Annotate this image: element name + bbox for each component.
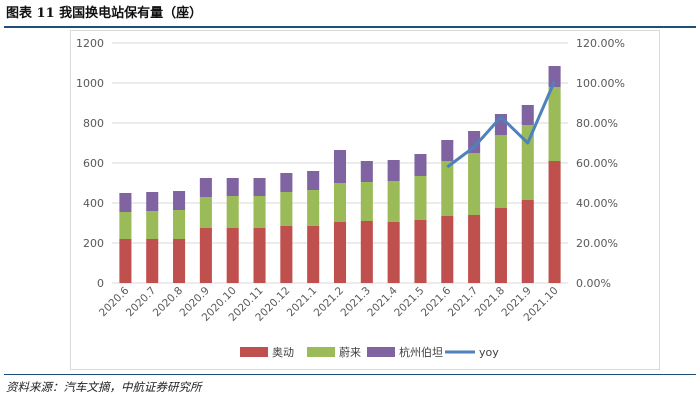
yoy-line-group [446,80,556,169]
bar-hangzhou [253,178,266,196]
grid-lines [112,42,568,284]
bar-weilai [173,210,186,239]
bar-hangzhou [119,193,132,212]
bar-hangzhou [441,140,454,161]
bar-aodong [253,228,266,283]
bar-weilai [199,197,212,228]
bar-hangzhou [414,154,427,176]
left-tick-label: 0 [97,277,104,290]
bar-hangzhou [360,161,373,182]
source-divider [4,374,696,375]
left-axis-ticks: 0 200 400 600 800 1000 1200 [76,37,104,290]
bar-weilai [119,212,132,239]
bar-weilai [307,190,320,226]
chart-svg: 0 200 400 600 800 1000 1200 0.00% 20.00% 40.00% 6… [76,37,625,359]
bar-aodong [387,222,400,283]
bar-weilai [441,161,454,216]
bar-weilai [146,211,159,239]
bar-aodong [494,208,507,283]
bar-hangzhou [333,150,347,183]
bar-hangzhou [521,105,534,125]
bar-aodong [280,226,293,283]
chart-title: 图表 11 我国换电站保有量（座） [6,6,203,21]
legend-label: 奥动 [272,345,294,359]
bar-aodong [441,216,454,283]
bar-aodong [468,215,481,283]
legend-label: 杭州伯坦 [399,345,443,359]
bar-weilai [521,125,534,200]
bar-weilai [280,192,293,226]
bar-aodong [521,200,534,283]
left-tick-label: 1200 [76,37,104,50]
left-tick-label: 1000 [76,77,104,90]
right-tick-label: 100.00% [576,77,625,90]
right-tick-label: 120.00% [576,37,625,50]
bar-hangzhou [226,178,239,196]
legend-swatch [367,347,395,357]
bar-weilai [360,182,373,221]
bar-aodong [146,239,159,283]
bar-weilai [414,176,427,220]
bar-aodong [119,239,132,283]
bar-hangzhou [146,192,159,211]
bar-aodong [226,228,239,283]
bar-weilai [387,181,400,222]
legend-label: 蔚来 [339,346,361,359]
yoy-line [446,80,556,169]
bars [119,66,561,283]
left-tick-label: 200 [83,237,104,250]
legend-swatch [240,347,268,357]
bar-weilai [253,196,266,228]
right-tick-label: 80.00% [576,117,618,130]
title-divider [4,26,696,28]
bar-hangzhou [387,160,400,181]
left-tick-label: 600 [83,157,104,170]
bar-hangzhou [548,66,561,87]
bar-hangzhou [199,178,212,197]
bar-weilai [548,87,561,161]
source-note: 资料来源：汽车文摘，中航证券研究所 [6,380,202,394]
bar-weilai [226,196,239,228]
right-tick-label: 40.00% [576,197,618,210]
bar-weilai [468,153,481,215]
bar-aodong [414,220,427,283]
right-axis-ticks: 0.00% 20.00% 40.00% 60.00% 80.00% 100.00% 120.… [576,37,625,290]
bar-aodong [333,222,347,283]
bar-hangzhou [280,173,293,192]
bar-weilai [494,135,507,208]
legend: 奥动 蔚来 杭州伯坦 yoy [240,345,499,359]
bar-aodong [548,161,561,283]
bar-aodong [307,226,320,283]
bar-aodong [360,221,373,283]
bar-hangzhou [307,171,320,190]
right-tick-label: 20.00% [576,237,618,250]
right-tick-label: 60.00% [576,157,618,170]
legend-label: yoy [479,346,499,359]
left-tick-label: 800 [83,117,104,130]
left-tick-label: 400 [83,197,104,210]
right-tick-label: 0.00% [576,277,611,290]
bar-weilai [333,183,347,222]
legend-swatch [307,347,335,357]
bar-hangzhou [173,191,186,210]
category-labels: 2020.62020.72020.82020.92020.102020.1120… [97,284,561,323]
bar-aodong [199,228,212,283]
bar-aodong [173,239,186,283]
